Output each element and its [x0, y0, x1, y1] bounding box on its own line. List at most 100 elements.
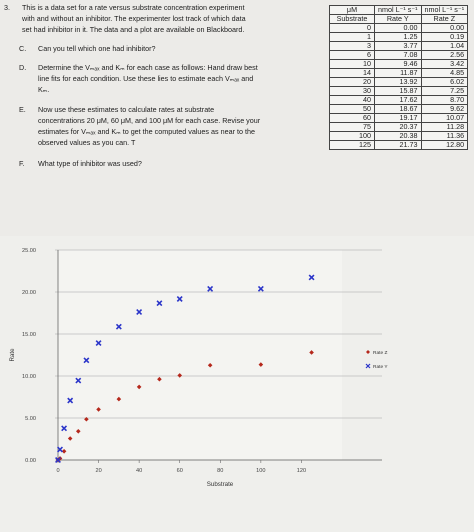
- rate-y-cell: 20.37: [374, 122, 422, 132]
- question-f-number: F.: [19, 159, 25, 168]
- substrate-cell: 0: [329, 23, 375, 33]
- rate-z-cell: 10.07: [420, 113, 469, 123]
- y-tick-label: 0.00: [25, 458, 36, 464]
- plot-area: [58, 250, 342, 460]
- table-row: 3 3.77 1.04: [329, 41, 469, 51]
- y-tick-label: 15.00: [22, 332, 36, 338]
- y-tick-label: 20.00: [22, 290, 36, 296]
- rate-z-point: [116, 396, 122, 402]
- rate-vs-substrate-chart: 0.00 5.00 10.00 15.00 20.00 25.00 0 20 40 60 80 100…: [0, 236, 474, 532]
- table-row: 6 7.08 2.56: [329, 50, 469, 60]
- x-tick-label: 100: [256, 468, 265, 474]
- table-row: 1 1.25 0.19: [329, 32, 469, 42]
- rate-y-point: [83, 357, 90, 364]
- rate-z-point: [177, 373, 183, 378]
- question-3-line-1: This is a data set for a rate versus sub…: [22, 3, 245, 12]
- substrate-cell: 60: [329, 113, 375, 123]
- header-rate-y: Rate Y: [374, 14, 422, 24]
- x-tick-label: 0: [56, 468, 59, 474]
- question-e-number: E.: [19, 105, 26, 114]
- rate-y-cell: 1.25: [374, 32, 422, 42]
- question-d-line-3: Kₘ.: [38, 85, 50, 94]
- substrate-cell: 75: [329, 122, 375, 132]
- rate-z-point: [136, 384, 142, 390]
- x-tick-label: 20: [95, 468, 101, 474]
- rate-z-cell: 1.04: [420, 41, 469, 51]
- substrate-cell: 40: [329, 95, 375, 105]
- question-e-line-2: concentrations 20 μM, 60 μM, and 100 μM …: [38, 116, 261, 125]
- rate-z-point: [157, 376, 162, 382]
- question-c-text: Can you tell which one had inhibitor?: [38, 44, 156, 53]
- question-d-number: D.: [19, 63, 27, 72]
- rate-y-point: [176, 296, 183, 302]
- rate-z-point: [61, 448, 67, 454]
- rate-y-point: [257, 285, 264, 292]
- table-row: 50 18.67 9.62: [329, 104, 469, 114]
- rate-y-cell: 18.67: [374, 104, 422, 114]
- rate-y-point: [95, 340, 102, 347]
- table-body: 0 0.00 0.00 1 1.25 0.19 3 3.77 1.04 6 7.08 2.56 10 9.…: [329, 23, 469, 150]
- rate-y-cell: 17.62: [374, 95, 422, 105]
- table-units-row: μM nmol L⁻¹ s⁻¹ nmol L⁻¹ s⁻¹: [329, 5, 469, 15]
- rate-z-cell: 9.62: [420, 104, 469, 114]
- substrate-cell: 10: [329, 59, 375, 69]
- x-tick-label: 60: [177, 468, 183, 474]
- legend-rate-y-marker: [365, 363, 371, 369]
- rate-y-point: [136, 309, 143, 315]
- rate-z-point: [84, 416, 89, 422]
- rate-z-cell: 0.19: [420, 32, 469, 42]
- y-tick-label: 10.00: [22, 374, 36, 380]
- substrate-cell: 30: [329, 86, 375, 96]
- question-d-line-2: line fits for each condition. Use these …: [38, 74, 254, 83]
- table-row: 60 19.17 10.07: [329, 113, 469, 123]
- substrate-cell: 6: [329, 50, 375, 60]
- rate-z-point: [96, 407, 101, 412]
- rate-y-point: [57, 446, 63, 453]
- x-tick-label: 80: [217, 468, 223, 474]
- rate-z-cell: 2.56: [420, 50, 469, 60]
- table-row: 14 11.87 4.85: [329, 68, 469, 78]
- question-3-number: 3.: [4, 3, 10, 12]
- substrate-cell: 20: [329, 77, 375, 87]
- rate-z-cell: 3.42: [420, 59, 469, 69]
- rate-y-cell: 7.08: [374, 50, 422, 60]
- substrate-cell: 50: [329, 104, 375, 114]
- question-e-line-3: estimates for Vₘₐₓ and Kₘ to get the com…: [38, 127, 255, 136]
- rate-z-cell: 4.85: [420, 68, 469, 78]
- header-rate-z: Rate Z: [420, 14, 469, 24]
- table-row: 10 9.46 3.42: [329, 59, 469, 69]
- x-axis-label: Substrate: [207, 481, 234, 488]
- substrate-cell: 3: [329, 41, 375, 51]
- table-row: 20 13.92 6.02: [329, 77, 469, 87]
- x-tick-label: 120: [297, 468, 306, 474]
- rate-y-cell: 13.92: [374, 77, 422, 87]
- rate-z-point: [67, 436, 73, 441]
- y-tick-label: 5.00: [25, 416, 36, 422]
- rate-y-point: [55, 457, 61, 463]
- units-substrate: μM: [329, 5, 375, 15]
- substrate-cell: 14: [329, 68, 375, 78]
- table-row: 30 15.87 7.25: [329, 86, 469, 96]
- table-row: 100 20.38 11.36: [329, 131, 469, 141]
- rate-z-cell: 6.02: [420, 77, 469, 87]
- legend-rate-z-label: Rate Z: [373, 350, 387, 356]
- rate-y-cell: 15.87: [374, 86, 422, 96]
- rate-y-cell: 3.77: [374, 41, 422, 51]
- question-e-line-4: observed values as you can. T: [38, 138, 136, 147]
- rate-z-cell: 11.36: [420, 131, 469, 141]
- rate-y-cell: 0.00: [374, 23, 422, 33]
- question-e-line-1: Now use these estimates to calculate rat…: [38, 105, 215, 114]
- substrate-cell: 1: [329, 32, 375, 42]
- units-rate-y: nmol L⁻¹ s⁻¹: [374, 5, 422, 15]
- rate-z-cell: 0.00: [420, 23, 469, 33]
- table-row: 75 20.37 11.28: [329, 122, 469, 132]
- table-row: 125 21.73 12.80: [329, 140, 469, 150]
- rate-y-point: [61, 425, 68, 432]
- rate-y-point: [308, 274, 315, 281]
- x-tick-label: 40: [136, 468, 142, 474]
- y-tick-label: 25.00: [22, 248, 36, 254]
- rate-z-cell: 12.80: [420, 140, 469, 150]
- rate-y-cell: 19.17: [374, 113, 422, 123]
- rate-z-cell: 8.70: [420, 95, 469, 105]
